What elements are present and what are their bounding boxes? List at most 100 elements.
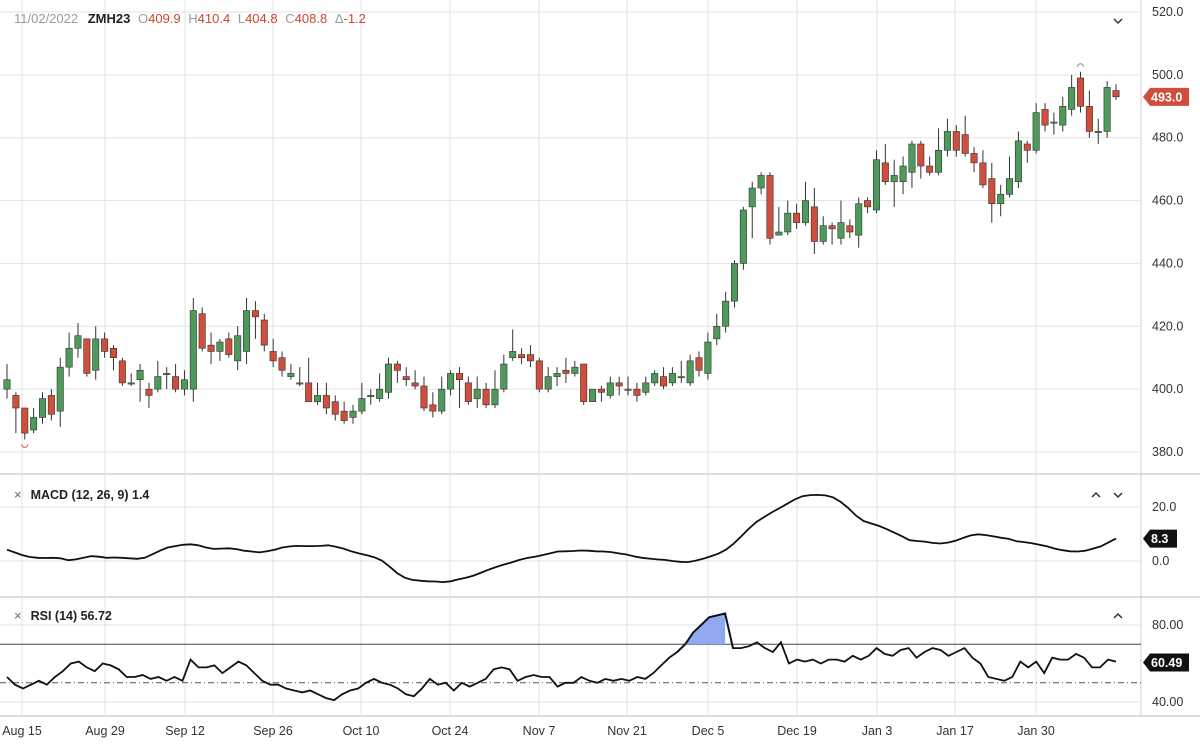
grid-layer <box>0 0 1200 717</box>
candle-down <box>21 407 29 434</box>
macd-title-text: MACD (12, 26, 9) 1.4 <box>30 488 150 502</box>
candle-down <box>145 388 153 396</box>
candle-down <box>615 382 623 387</box>
price-y-tick-label: 460.0 <box>1152 194 1183 208</box>
candle-up <box>908 143 916 173</box>
high-label: H <box>188 11 198 26</box>
candle-down <box>926 165 934 173</box>
candle-down <box>1085 105 1093 132</box>
candle-up <box>376 388 384 399</box>
candle-down <box>402 376 410 381</box>
candle-up <box>447 373 455 390</box>
close-icon[interactable]: × <box>14 608 22 623</box>
rsi-y-tick-label: 80.00 <box>1152 618 1183 632</box>
candle-up <box>65 347 73 368</box>
candle-up <box>349 410 357 418</box>
chevron-up-icon[interactable] <box>1111 609 1125 623</box>
candle-down <box>1023 143 1031 151</box>
candle-up <box>775 231 783 236</box>
candle-up <box>1068 87 1076 110</box>
candle-up <box>713 325 721 340</box>
candle-up <box>935 149 943 173</box>
last-price-badge <box>1143 87 1189 106</box>
candle-down <box>1041 109 1049 126</box>
candle-up <box>500 363 508 390</box>
candle-down <box>109 347 117 359</box>
candle-down <box>988 178 996 205</box>
macd-panel-title: × MACD (12, 26, 9) 1.4 <box>14 487 149 502</box>
x-tick-label: Sep 12 <box>165 724 205 738</box>
rsi-y-tick-label: 40.00 <box>1152 695 1183 709</box>
low-label: L <box>237 11 246 26</box>
candle-down <box>597 388 605 393</box>
price-y-tick-label: 420.0 <box>1152 319 1183 333</box>
badge-layer: 493.0 8.3 60.49 <box>1143 87 1189 672</box>
candle-down <box>660 376 668 387</box>
candle-down <box>810 206 818 242</box>
candle-down <box>118 360 126 384</box>
candle-up <box>606 382 614 396</box>
candle-up <box>1050 121 1058 124</box>
candle-up <box>668 373 676 384</box>
macd-y-tick-label: 20.0 <box>1152 500 1176 514</box>
candle-down <box>83 338 91 374</box>
price-y-tick-label: 400.0 <box>1152 382 1183 396</box>
candle-up <box>358 398 366 412</box>
candle-down <box>793 212 801 223</box>
rsi-value-badge <box>1143 653 1189 672</box>
candle-up <box>38 398 46 418</box>
candle-up <box>739 209 747 264</box>
candle-down <box>278 357 286 371</box>
axis-layer: Aug 15 Aug 29 Sep 12 Sep 26 Oct 10 Oct 24 Nov … <box>2 5 1183 738</box>
candle-down <box>535 360 543 390</box>
candle-up <box>234 335 242 362</box>
candle-up <box>890 175 898 183</box>
candle-up <box>855 203 863 236</box>
candle-down <box>172 376 180 390</box>
chevron-down-icon[interactable] <box>1111 488 1125 502</box>
candle-up <box>243 310 251 352</box>
candle-down <box>12 395 20 409</box>
candle-down <box>846 225 854 233</box>
candle-up <box>1094 131 1102 133</box>
candle-up <box>1032 112 1040 151</box>
candle-up <box>1014 140 1022 183</box>
x-tick-label: Nov 21 <box>607 724 647 738</box>
candle-up <box>544 376 552 390</box>
rsi-overbought-fill <box>685 613 726 645</box>
chevron-up-icon[interactable] <box>1089 488 1103 502</box>
symbol-label[interactable]: ZMH23 <box>87 11 131 26</box>
candle-up <box>997 193 1005 205</box>
macd-layer <box>6 493 1117 584</box>
candle-up <box>872 159 880 211</box>
x-tick-label: Jan 30 <box>1017 724 1055 738</box>
candle-up <box>686 360 694 384</box>
candle-up <box>704 341 712 374</box>
x-tick-label: Jan 17 <box>936 724 974 738</box>
period-low-marker <box>21 444 29 448</box>
candle-down <box>429 404 437 412</box>
open-value: 409.9 <box>148 11 181 26</box>
candle-up <box>136 369 144 381</box>
close-icon[interactable]: × <box>14 487 22 502</box>
price-y-tick-label: 520.0 <box>1152 5 1183 19</box>
high-value: 410.4 <box>197 11 231 26</box>
macd-value-badge <box>1143 529 1177 548</box>
candle-up <box>180 379 188 390</box>
candle-up <box>296 382 304 385</box>
candle-down <box>526 354 534 362</box>
candle-up <box>899 165 907 183</box>
candle-up <box>1103 87 1111 132</box>
candle-up <box>56 366 64 412</box>
rsi-value-label: 60.49 <box>1151 656 1182 670</box>
chevron-down-icon[interactable] <box>1111 14 1125 28</box>
candle-down <box>979 162 987 186</box>
close-value: 408.8 <box>294 11 328 26</box>
candle-up <box>3 379 11 390</box>
candle-up <box>784 212 792 233</box>
change-label: Δ <box>334 11 344 26</box>
macd-value-label: 8.3 <box>1151 532 1168 546</box>
rsi-panel-title: × RSI (14) 56.72 <box>14 608 112 623</box>
